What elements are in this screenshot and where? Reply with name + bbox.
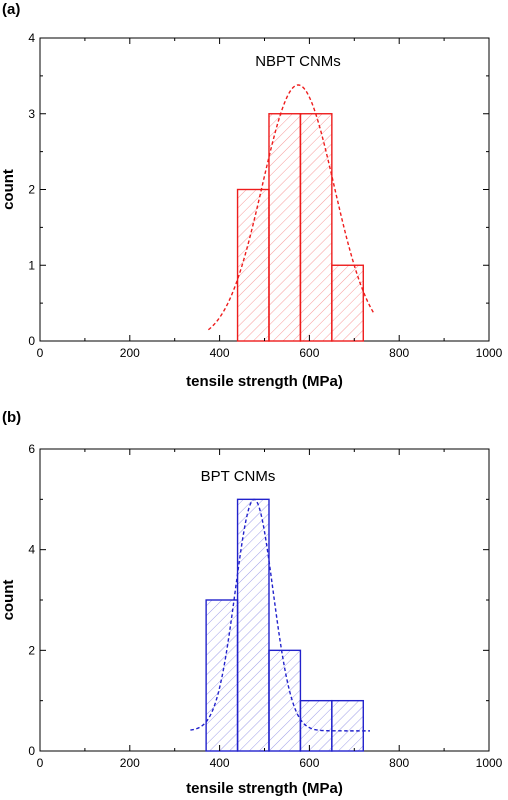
x-tick-label: 400 xyxy=(210,756,230,770)
histogram-bar xyxy=(299,113,333,342)
x-axis-title: tensile strength (MPa) xyxy=(186,373,343,390)
histogram-bar xyxy=(299,699,333,752)
histogram-bar xyxy=(268,649,302,752)
y-axis-title: count xyxy=(0,169,17,210)
y-tick-label: 1 xyxy=(28,258,35,272)
x-tick-label: 400 xyxy=(210,346,230,360)
y-tick-label: 2 xyxy=(28,643,35,657)
x-tick-label: 0 xyxy=(37,756,44,770)
x-tick-label: 200 xyxy=(120,346,140,360)
panel-label: (b) xyxy=(2,409,21,426)
y-tick-label: 3 xyxy=(28,107,35,121)
gaussian-fit-curve xyxy=(190,498,371,732)
panel-a: 0 200 400 600 800 1000 0 1 2 3 4 tensile strength (… xyxy=(0,1,503,390)
y-tick-label: 4 xyxy=(28,31,35,45)
y-tick-label: 6 xyxy=(28,442,35,456)
x-tick-label: 1000 xyxy=(476,346,503,360)
x-tick-label: 800 xyxy=(389,756,409,770)
y-tick-label: 0 xyxy=(28,334,35,348)
gaussian-fit-curve xyxy=(207,84,376,331)
y-tick-label: 2 xyxy=(28,183,35,197)
x-tick-label: 1000 xyxy=(476,756,503,770)
series-annotation: BPT CNMs xyxy=(201,468,276,485)
panel-b: 0 200 400 600 800 1000 0 2 4 6 tensile strength (M… xyxy=(0,409,503,797)
x-tick-label: 800 xyxy=(389,346,409,360)
x-axis-title: tensile strength (MPa) xyxy=(186,780,343,797)
x-tick-label: 200 xyxy=(120,756,140,770)
y-tick-label: 0 xyxy=(28,744,35,758)
histogram-bar xyxy=(236,498,270,752)
x-tick-label: 0 xyxy=(37,346,44,360)
y-axis-title: count xyxy=(0,580,17,621)
y-tick-label: 4 xyxy=(28,543,35,557)
x-tick-label: 600 xyxy=(299,346,319,360)
panel-label: (a) xyxy=(2,1,20,18)
histogram-bar xyxy=(268,113,302,342)
histogram-bar xyxy=(331,699,364,752)
x-tick-label: 600 xyxy=(299,756,319,770)
series-annotation: NBPT CNMs xyxy=(255,53,341,70)
